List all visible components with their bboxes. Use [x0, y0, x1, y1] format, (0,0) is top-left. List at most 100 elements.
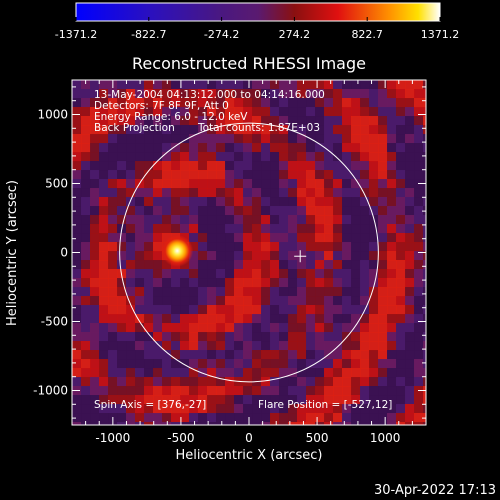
heatmap-cell [207, 287, 217, 297]
heatmap-cell [117, 251, 127, 261]
heatmap-cell [306, 242, 316, 252]
heatmap-cell [117, 377, 127, 387]
heatmap-cell [369, 377, 379, 387]
heatmap-cell [261, 152, 271, 162]
heatmap-cell [315, 332, 325, 342]
heatmap-cell [117, 134, 127, 144]
heatmap-cell [189, 269, 199, 279]
heatmap-cell [279, 134, 289, 144]
heatmap-cell [396, 116, 406, 126]
heatmap-cell [387, 323, 397, 333]
heatmap-cell [405, 98, 415, 108]
heatmap-cell [396, 305, 406, 315]
heatmap-cell [252, 98, 262, 108]
heatmap-cell [117, 278, 127, 288]
heatmap-cell [360, 116, 370, 126]
heatmap-cell [216, 404, 226, 414]
heatmap-cell [198, 116, 208, 126]
heatmap-cell [351, 269, 361, 279]
heatmap-cell [216, 161, 226, 171]
heatmap-cell [99, 170, 109, 180]
heatmap-cell [297, 242, 307, 252]
heatmap-cell [234, 188, 244, 198]
heatmap-cell [288, 80, 298, 90]
heatmap-cell [243, 260, 253, 270]
heatmap-cell [306, 125, 316, 135]
heatmap-cell [396, 341, 406, 351]
heatmap-cell [288, 170, 298, 180]
heatmap-cell [405, 251, 415, 261]
heatmap-cell [207, 107, 217, 117]
heatmap-cell [270, 134, 280, 144]
heatmap-cell [90, 278, 100, 288]
heatmap-cell [243, 107, 253, 117]
heatmap-cell [171, 134, 181, 144]
heatmap-cell [99, 278, 109, 288]
heatmap-cell [180, 296, 190, 306]
heatmap-cell [261, 386, 271, 396]
heatmap-cell [351, 287, 361, 297]
heatmap-cell [423, 125, 426, 135]
heatmap-cell [180, 404, 190, 414]
heatmap-cell [369, 179, 379, 189]
heatmap-cell [324, 242, 334, 252]
heatmap-cell [153, 197, 163, 207]
heatmap-cell [198, 170, 208, 180]
heatmap-cell [243, 395, 253, 405]
heatmap-cell [351, 359, 361, 369]
heatmap-cell [72, 377, 82, 387]
heatmap-cell [153, 278, 163, 288]
heatmap-cell [189, 251, 199, 261]
heatmap-cell [414, 350, 424, 360]
heatmap-cell [288, 341, 298, 351]
heatmap-cell [72, 116, 82, 126]
heatmap-cell [99, 98, 109, 108]
annotation-counts: Total counts: 1.87E+03 [197, 122, 320, 134]
heatmap-cell [144, 305, 154, 315]
heatmap-cell [171, 341, 181, 351]
heatmap-cell [270, 188, 280, 198]
heatmap-cell [270, 386, 280, 396]
axis-ticks [72, 80, 426, 425]
heatmap-cell [234, 161, 244, 171]
heatmap-cell [414, 377, 424, 387]
heatmap-cell [288, 89, 298, 99]
heatmap-cell [387, 305, 397, 315]
heatmap-cell [270, 377, 280, 387]
heatmap-cell [90, 215, 100, 225]
heatmap-cell [378, 80, 388, 90]
heatmap-cell [144, 413, 154, 423]
heatmap-cell [414, 233, 424, 243]
heatmap-cell [405, 215, 415, 225]
heatmap-cell [153, 269, 163, 279]
heatmap-cell [396, 296, 406, 306]
heatmap-cell [252, 386, 262, 396]
heatmap-cell [108, 395, 118, 405]
heatmap-cell [360, 269, 370, 279]
heatmap-cell [261, 350, 271, 360]
heatmap-cell [378, 296, 388, 306]
heatmap-cell [162, 287, 172, 297]
heatmap-cell [342, 89, 352, 99]
heatmap-cell [324, 314, 334, 324]
heatmap-cell [396, 206, 406, 216]
heatmap-cell [189, 152, 199, 162]
heatmap-cell [225, 323, 235, 333]
heatmap-cell [324, 215, 334, 225]
heatmap-cell [108, 260, 118, 270]
heatmap-cell [270, 395, 280, 405]
heatmap-cell [297, 188, 307, 198]
heatmap-cell [396, 152, 406, 162]
heatmap-cell [324, 404, 334, 414]
heatmap-cell [396, 170, 406, 180]
heatmap-cell [369, 134, 379, 144]
heatmap-cell [279, 413, 289, 423]
heatmap-cell [126, 368, 136, 378]
heatmap-cell [423, 107, 426, 117]
heatmap-cell [135, 269, 145, 279]
heatmap-cell [126, 377, 136, 387]
heatmap-cell [369, 305, 379, 315]
heatmap-cell [153, 413, 163, 423]
heatmap-cell [279, 260, 289, 270]
heatmap-cell [387, 260, 397, 270]
